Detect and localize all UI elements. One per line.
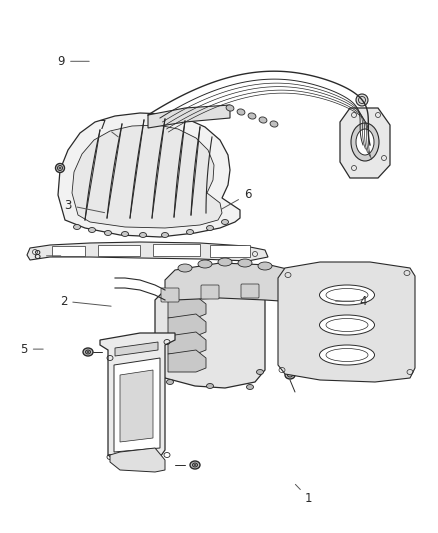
Ellipse shape bbox=[178, 264, 192, 272]
Polygon shape bbox=[72, 125, 222, 228]
Ellipse shape bbox=[356, 129, 374, 155]
Polygon shape bbox=[168, 296, 206, 318]
Ellipse shape bbox=[190, 461, 200, 469]
Text: 7: 7 bbox=[99, 119, 118, 137]
Ellipse shape bbox=[319, 345, 374, 365]
Polygon shape bbox=[168, 332, 206, 354]
Bar bbox=[210, 245, 250, 257]
Ellipse shape bbox=[257, 369, 264, 375]
Ellipse shape bbox=[237, 109, 245, 115]
Ellipse shape bbox=[105, 230, 112, 236]
Text: 6: 6 bbox=[222, 188, 251, 209]
Polygon shape bbox=[168, 314, 206, 336]
Ellipse shape bbox=[121, 231, 128, 237]
Ellipse shape bbox=[319, 285, 374, 305]
Polygon shape bbox=[110, 448, 165, 472]
Ellipse shape bbox=[88, 228, 95, 232]
Polygon shape bbox=[278, 262, 415, 382]
FancyBboxPatch shape bbox=[281, 285, 299, 299]
Ellipse shape bbox=[258, 262, 272, 270]
Ellipse shape bbox=[59, 167, 61, 169]
Ellipse shape bbox=[222, 220, 229, 224]
Text: 5: 5 bbox=[21, 343, 43, 356]
Ellipse shape bbox=[319, 315, 374, 335]
Ellipse shape bbox=[247, 384, 254, 390]
Text: 8: 8 bbox=[34, 249, 61, 262]
Polygon shape bbox=[115, 342, 158, 356]
Text: 9: 9 bbox=[57, 55, 89, 68]
Ellipse shape bbox=[83, 348, 93, 356]
Ellipse shape bbox=[285, 371, 295, 379]
Ellipse shape bbox=[74, 224, 81, 230]
Polygon shape bbox=[27, 242, 268, 261]
Bar bbox=[52, 246, 85, 256]
FancyBboxPatch shape bbox=[161, 288, 179, 302]
Polygon shape bbox=[100, 333, 175, 462]
Ellipse shape bbox=[356, 94, 368, 106]
Polygon shape bbox=[340, 108, 390, 178]
Polygon shape bbox=[155, 278, 265, 388]
Ellipse shape bbox=[139, 232, 146, 238]
Polygon shape bbox=[58, 113, 240, 237]
Text: 1: 1 bbox=[295, 484, 313, 505]
Ellipse shape bbox=[162, 232, 169, 238]
Ellipse shape bbox=[248, 113, 256, 119]
Text: 2: 2 bbox=[60, 295, 111, 308]
Ellipse shape bbox=[206, 225, 213, 230]
Ellipse shape bbox=[194, 464, 196, 466]
FancyBboxPatch shape bbox=[241, 284, 259, 298]
Text: 4: 4 bbox=[336, 295, 367, 308]
Ellipse shape bbox=[351, 123, 379, 161]
Ellipse shape bbox=[56, 164, 64, 173]
Text: 3: 3 bbox=[64, 199, 105, 213]
Polygon shape bbox=[120, 370, 153, 442]
Ellipse shape bbox=[226, 105, 234, 111]
Ellipse shape bbox=[259, 117, 267, 123]
Ellipse shape bbox=[206, 384, 213, 389]
Bar bbox=[153, 244, 200, 256]
Polygon shape bbox=[165, 263, 310, 302]
FancyBboxPatch shape bbox=[201, 285, 219, 299]
Polygon shape bbox=[168, 350, 206, 372]
Ellipse shape bbox=[87, 351, 89, 353]
Polygon shape bbox=[148, 105, 230, 128]
Bar bbox=[98, 245, 140, 256]
Ellipse shape bbox=[166, 379, 173, 384]
Polygon shape bbox=[114, 358, 160, 452]
Ellipse shape bbox=[187, 230, 194, 235]
Ellipse shape bbox=[198, 260, 212, 268]
Ellipse shape bbox=[238, 259, 252, 267]
Ellipse shape bbox=[270, 121, 278, 127]
Ellipse shape bbox=[218, 258, 232, 266]
